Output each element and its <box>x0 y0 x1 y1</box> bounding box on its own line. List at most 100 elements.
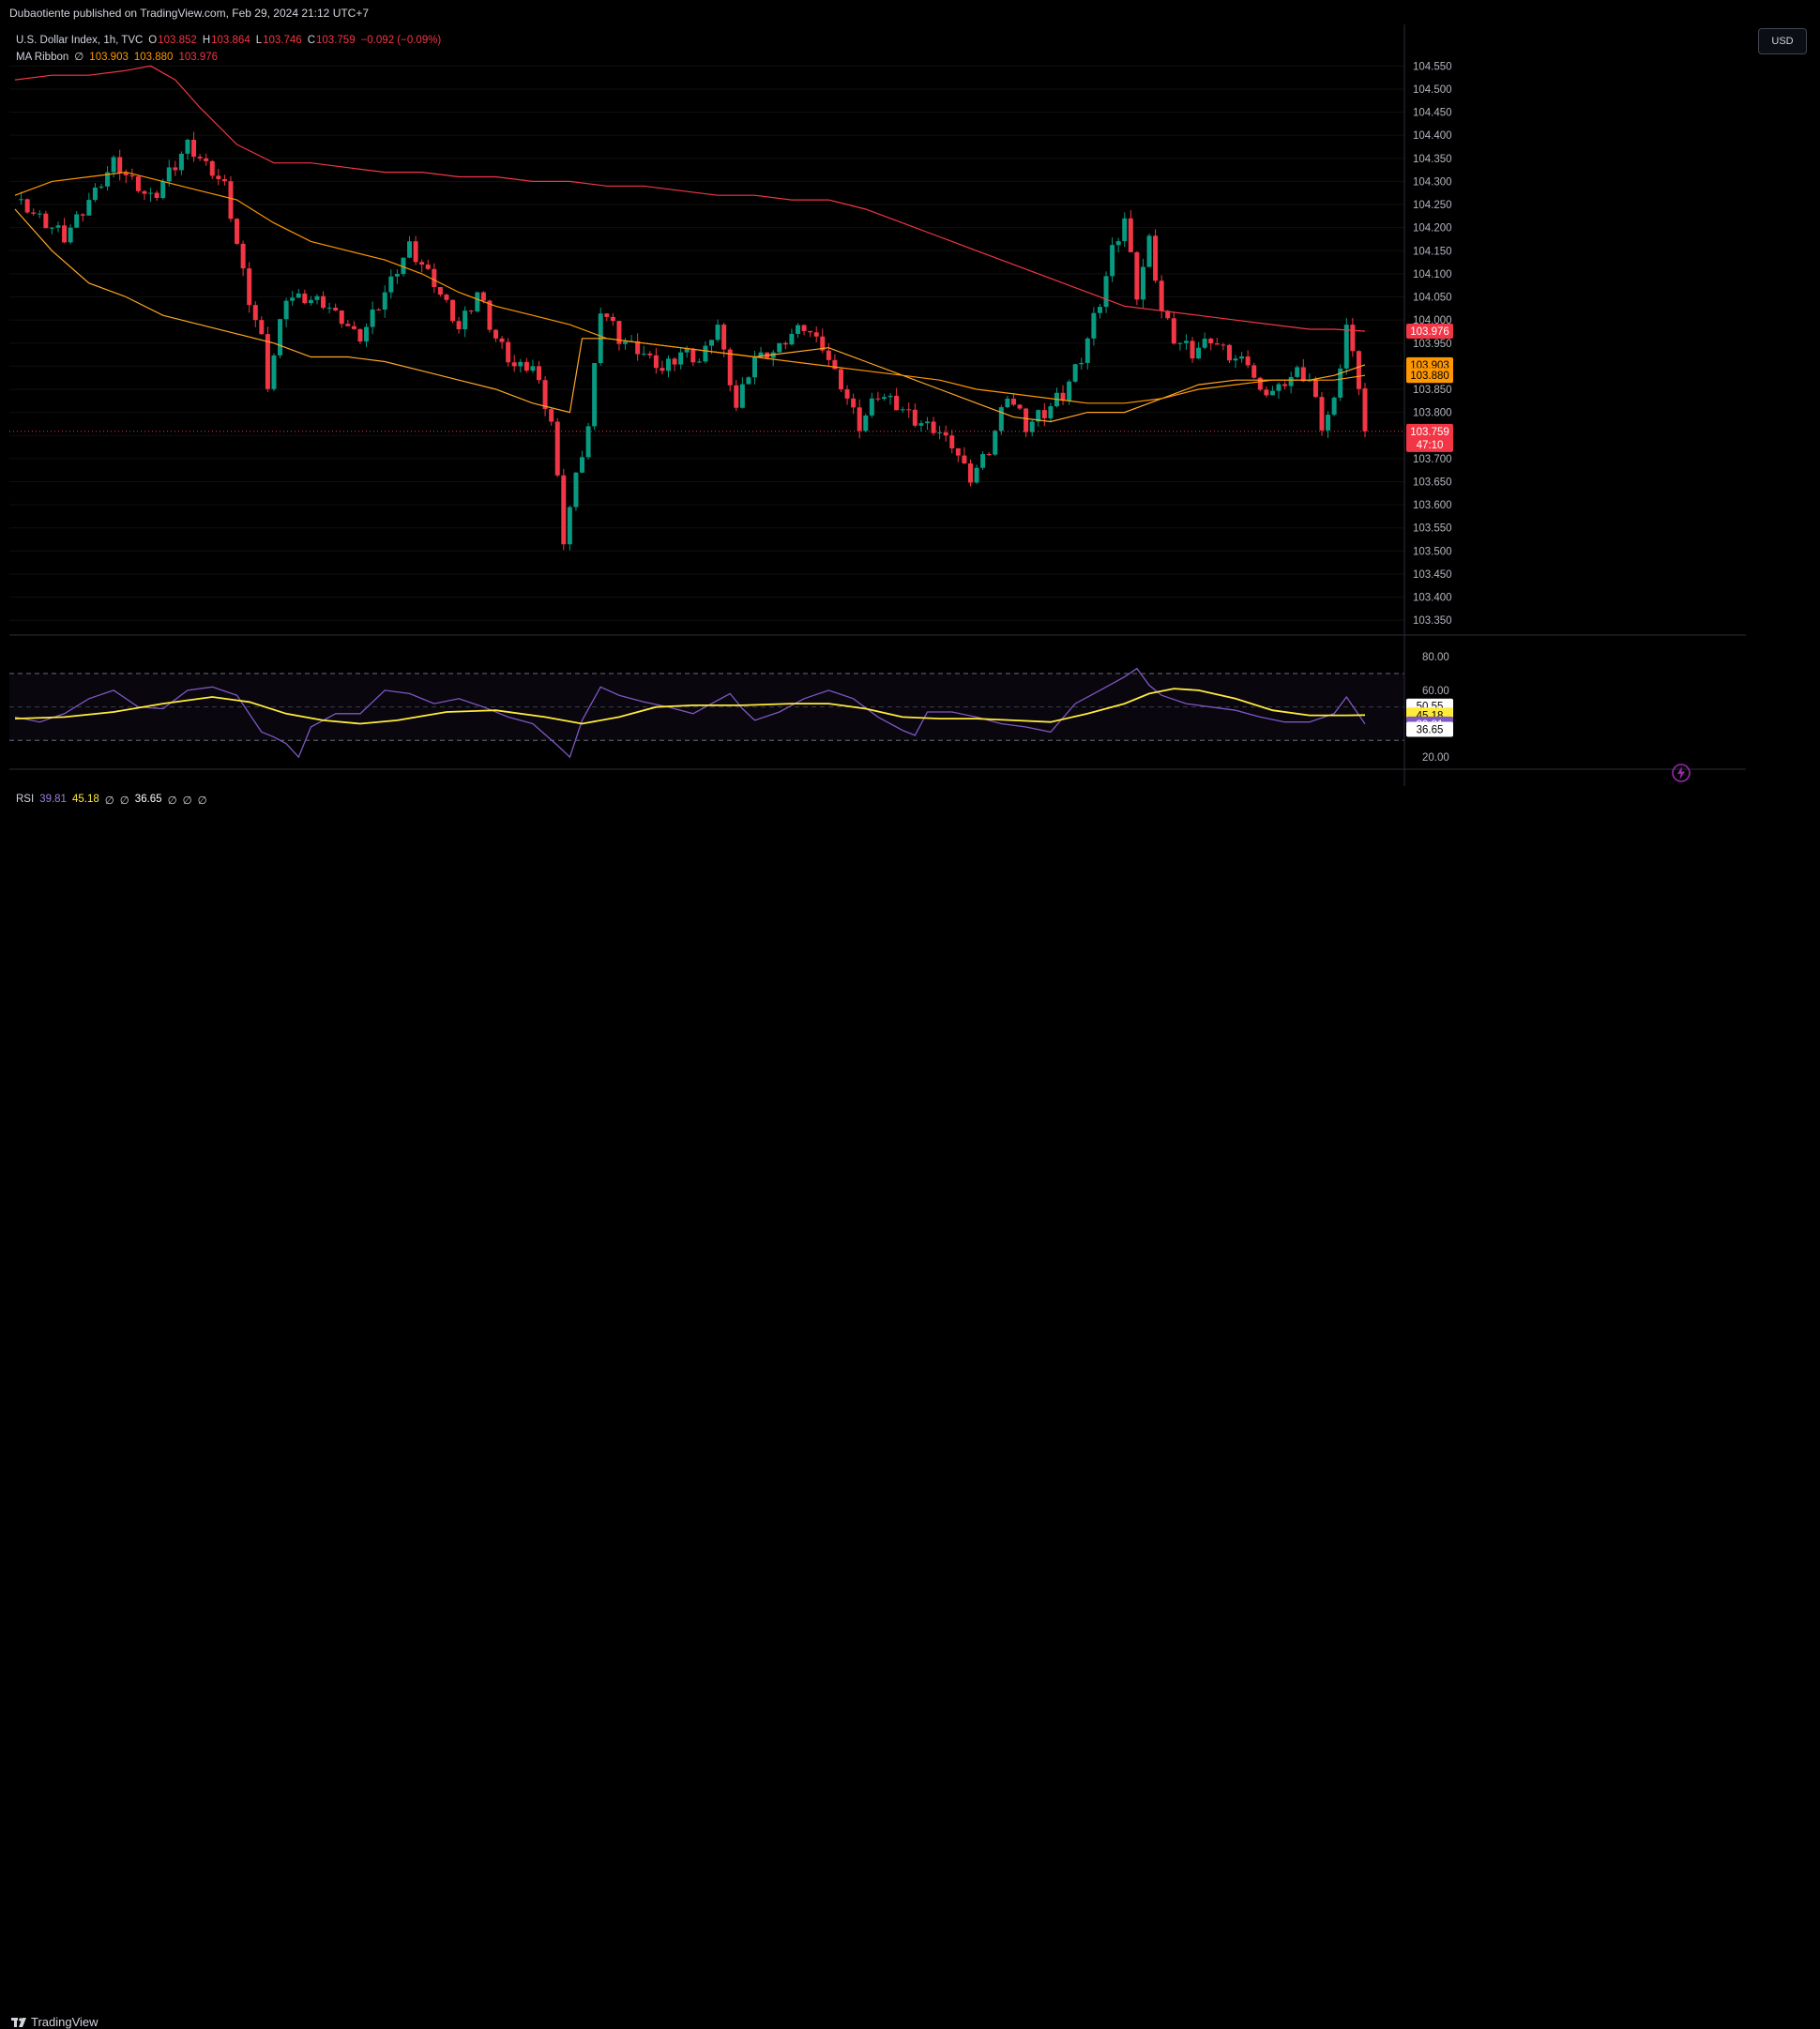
candle-body <box>943 432 948 436</box>
rsi-price-label: 36.65 <box>1417 724 1444 735</box>
candle-body <box>480 292 486 301</box>
candle-body <box>24 199 30 213</box>
candle-body <box>1269 390 1275 396</box>
change-value: −0.092 (−0.09%) <box>360 35 442 46</box>
candle-body <box>808 330 813 333</box>
rsi-price-label-bg <box>1406 721 1453 737</box>
candle-body <box>523 361 529 371</box>
candle-body <box>1110 245 1115 277</box>
candle-body <box>887 395 893 398</box>
candle-body <box>1146 235 1152 267</box>
candle-body <box>561 475 567 545</box>
candle-body <box>1300 367 1306 382</box>
currency-button[interactable]: USD <box>1758 28 1807 54</box>
candle-body <box>19 199 24 201</box>
candle-body <box>74 214 80 228</box>
candle-body <box>660 368 665 371</box>
candle-body <box>216 175 221 179</box>
candle-body <box>751 356 757 378</box>
candle-body <box>518 361 523 367</box>
candle-body <box>715 325 720 341</box>
candle-body <box>166 167 172 182</box>
candle-body <box>1084 338 1090 363</box>
flash-circle-icon[interactable] <box>1671 763 1691 783</box>
candle-body <box>962 455 967 463</box>
price-tick-label: 103.350 <box>1413 615 1452 627</box>
price-tick-label: 103.650 <box>1413 477 1452 489</box>
candle-body <box>678 352 684 365</box>
candle-body <box>197 157 203 159</box>
candle-body <box>986 454 992 456</box>
price-label-bg <box>1406 323 1453 339</box>
grid <box>9 65 1404 741</box>
candle-body <box>795 325 800 334</box>
ma-value-2: 103.880 <box>133 52 174 63</box>
candle-body <box>974 467 979 483</box>
candle-body <box>1221 344 1226 346</box>
symbol-name: U.S. Dollar Index, 1h, TVC <box>16 35 144 46</box>
candle-body <box>1239 356 1245 359</box>
candle-body <box>820 336 826 351</box>
candle-body <box>148 192 154 194</box>
ma-ribbon <box>9 65 1404 432</box>
close-value: 103.759 <box>316 35 356 46</box>
footer: TradingView <box>0 1008 1820 2029</box>
candle-body <box>1356 351 1361 389</box>
candle-body <box>1171 318 1176 344</box>
price-tick-label: 103.950 <box>1413 339 1452 350</box>
candle-body <box>178 153 184 171</box>
top-bar: Dubaotiente published on TradingView.com… <box>0 0 1820 24</box>
candle-body <box>117 157 123 174</box>
candle-body <box>1343 325 1349 369</box>
candle-body <box>68 227 73 243</box>
chart-area[interactable]: 104.550 104.500 104.450 104.400 104.350 104.3… <box>9 24 1746 786</box>
rsi-trail-1: ∅ <box>167 795 177 807</box>
candle-body <box>1257 377 1263 390</box>
candle-body <box>1060 392 1066 401</box>
candle-body <box>413 241 418 263</box>
candle-body <box>1233 358 1238 361</box>
price-tick-label: 103.850 <box>1413 385 1452 396</box>
candle-body <box>296 293 301 298</box>
candle-body <box>339 310 344 325</box>
candle-body <box>746 377 751 385</box>
candle-body <box>758 352 764 357</box>
rsi-line <box>14 688 1366 725</box>
candle-body <box>672 358 677 365</box>
candle-body <box>604 313 610 317</box>
candle-body <box>357 328 363 342</box>
candle-body <box>580 457 585 473</box>
candle-body <box>1079 362 1084 365</box>
candle-body <box>351 326 356 329</box>
candle-body <box>326 308 332 310</box>
candle-body <box>283 300 289 320</box>
price-tick-label: 104.200 <box>1413 223 1452 235</box>
rsi-extra-value: 36.65 <box>134 794 162 805</box>
candle-body <box>129 174 135 177</box>
symbol-legend-row: U.S. Dollar Index, 1h, TVC O103.852 H103… <box>16 32 441 49</box>
tradingview-label: TradingView <box>31 2015 99 2029</box>
candle-body <box>875 398 881 400</box>
candle-body <box>696 361 702 363</box>
candle-body <box>616 321 622 344</box>
candle-body <box>549 409 554 422</box>
candle-body <box>394 274 400 277</box>
price-tick-label: 103.700 <box>1413 454 1452 465</box>
candle-body <box>221 178 227 182</box>
tradingview-brand[interactable]: TradingView <box>11 2015 99 2029</box>
price-tick-label: 104.100 <box>1413 269 1452 280</box>
candle-body <box>401 257 406 275</box>
candle-body <box>801 325 807 331</box>
ma-value-3: 103.976 <box>178 52 219 63</box>
candle-body <box>684 348 690 353</box>
candle-body <box>967 462 973 483</box>
candle-body <box>1017 404 1023 409</box>
price-tick-label: 104.050 <box>1413 293 1452 304</box>
candle-body <box>49 227 54 229</box>
candle-body <box>419 262 425 265</box>
rsi-ma-value: 45.18 <box>71 794 99 805</box>
candle-body <box>1115 241 1121 246</box>
candle-body <box>1276 384 1282 391</box>
high-value: 103.864 <box>211 35 250 46</box>
candle-body <box>173 167 178 171</box>
